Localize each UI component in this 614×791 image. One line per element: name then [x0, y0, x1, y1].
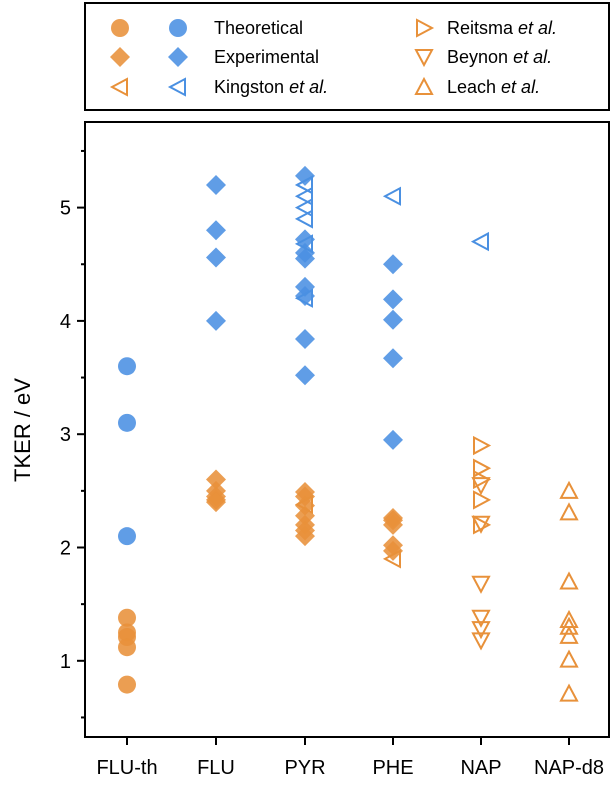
data-point	[471, 621, 491, 640]
legend-label: Reitsma et al.	[447, 18, 557, 38]
data-point	[206, 174, 226, 195]
data-point	[559, 480, 579, 499]
data-point	[294, 494, 313, 515]
data-point	[473, 458, 492, 478]
y-tick-label: 5	[60, 198, 71, 220]
legend-label: Experimental	[214, 47, 319, 67]
y-tick-label: 2	[60, 538, 71, 560]
data-point	[294, 288, 313, 308]
legend-marker	[167, 77, 186, 97]
legend-label: Leach et al.	[447, 77, 540, 97]
data-point	[294, 175, 313, 195]
legend-marker	[111, 19, 129, 37]
x-tick-label: FLU-th	[96, 757, 157, 779]
x-axis: FLU-th FLU PYR PHE NAP NAP-d8	[96, 737, 604, 779]
data-point	[471, 632, 491, 651]
data-point	[383, 429, 403, 450]
data-point	[383, 348, 403, 369]
legend-marker	[168, 47, 188, 67]
data-point	[206, 247, 226, 268]
data-point	[383, 289, 403, 310]
data-point	[206, 220, 226, 241]
data-point	[118, 413, 136, 432]
y-axis: 1 2 3 4 5	[60, 149, 85, 719]
data-point	[471, 477, 491, 496]
data-point	[206, 492, 226, 513]
data-point	[294, 209, 313, 229]
data-point	[118, 675, 136, 694]
x-tick-label: PHE	[372, 757, 413, 779]
data-point	[559, 683, 579, 702]
legend: Theoretical Experimental Kingston et al. Re…	[109, 18, 557, 97]
data-point	[118, 638, 136, 657]
data-point	[383, 540, 403, 561]
plot-frame	[84, 121, 610, 738]
data-point	[559, 502, 579, 521]
data-point	[471, 575, 491, 594]
x-tick-label: NAP	[460, 757, 501, 779]
data-point	[118, 608, 136, 627]
data-point	[294, 197, 313, 218]
legend-marker	[110, 47, 130, 67]
y-tick-label: 1	[60, 651, 71, 673]
x-tick-label: NAP-d8	[534, 757, 604, 779]
data-point	[295, 248, 315, 269]
data-points	[118, 165, 579, 702]
data-point	[118, 357, 136, 376]
y-tick-label: 3	[60, 424, 71, 446]
data-point	[294, 186, 313, 206]
legend-label: Kingston et al.	[214, 77, 328, 97]
x-tick-label: FLU	[197, 757, 235, 779]
data-point	[473, 490, 492, 510]
data-point	[559, 571, 579, 590]
data-point	[295, 526, 315, 547]
data-point	[295, 365, 315, 386]
data-point	[470, 231, 489, 252]
data-point	[471, 515, 491, 534]
data-point	[294, 234, 313, 254]
legend-marker	[414, 49, 434, 68]
data-point	[471, 609, 491, 628]
data-point	[383, 514, 403, 535]
data-point	[383, 254, 403, 275]
data-point	[383, 309, 403, 330]
legend-marker	[416, 18, 435, 38]
legend-box	[84, 2, 610, 111]
legend-label: Beynon et al.	[447, 47, 552, 67]
data-point	[559, 625, 579, 644]
data-point	[206, 469, 226, 490]
y-tick-label: 4	[60, 311, 71, 333]
data-point	[382, 549, 401, 569]
data-point	[118, 527, 136, 546]
data-point	[295, 165, 315, 186]
legend-label: Theoretical	[214, 18, 303, 38]
data-point	[473, 435, 492, 456]
legend-marker	[109, 77, 128, 97]
data-point	[382, 186, 401, 206]
legend-marker	[169, 19, 187, 37]
data-point	[559, 616, 579, 635]
legend-marker	[414, 76, 434, 95]
y-axis-title: TKER / eV	[10, 378, 35, 482]
data-point	[206, 310, 226, 331]
data-point	[295, 329, 315, 350]
x-tick-label: PYR	[284, 757, 325, 779]
data-point	[559, 649, 579, 668]
